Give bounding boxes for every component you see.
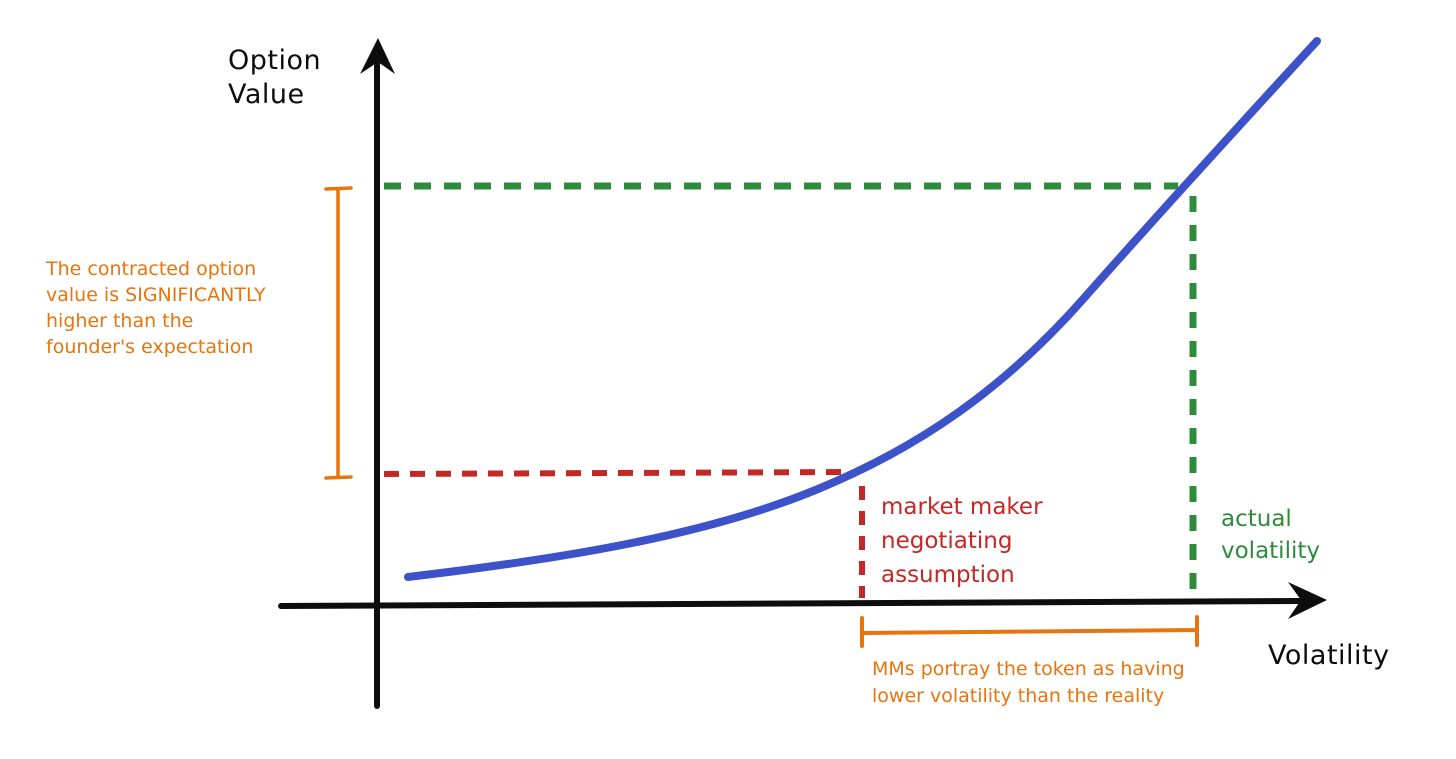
actual-volatility-line2: volatility	[1221, 538, 1320, 564]
volatility-portrayal-line1: MMs portray the token as having	[872, 658, 1185, 680]
y-axis-label-line2: Value	[228, 79, 305, 110]
volatility-gap-bracket	[860, 615, 1199, 648]
mm-assumption-line2: negotiating	[881, 528, 1013, 554]
contracted-value-annotation: The contracted option value is SIGNIFICA…	[46, 256, 266, 360]
y-axis-label-line1: Option	[228, 45, 322, 76]
mm-assumption-line1: market maker	[881, 494, 1043, 520]
x-axis-arrowhead-icon	[1288, 582, 1327, 619]
y-axis-arrowhead-icon	[360, 38, 395, 74]
option-value-curve	[404, 37, 1321, 581]
red-dashed-horizontal-line	[383, 469, 853, 477]
actual-volatility-annotation: actual volatility	[1221, 503, 1320, 567]
contracted-value-line1: The contracted option	[46, 258, 257, 280]
y-axis-label: Option Value	[228, 44, 321, 112]
contracted-value-line3: higher than the	[46, 310, 194, 332]
market-maker-assumption-annotation: market maker negotiating assumption	[881, 490, 1043, 592]
x-axis-label: Volatility	[1268, 640, 1390, 671]
contracted-value-line4: founder's expectation	[46, 336, 254, 358]
contracted-value-line2: value is SIGNIFICANTLY	[46, 284, 266, 306]
volatility-portrayal-annotation: MMs portray the token as having lower vo…	[872, 656, 1185, 710]
value-gap-bracket	[324, 186, 353, 480]
x-axis-line	[278, 598, 1308, 609]
volatility-portrayal-line2: lower volatility than the reality	[872, 685, 1165, 707]
actual-volatility-line1: actual	[1221, 506, 1292, 532]
mm-assumption-line3: assumption	[881, 562, 1015, 588]
